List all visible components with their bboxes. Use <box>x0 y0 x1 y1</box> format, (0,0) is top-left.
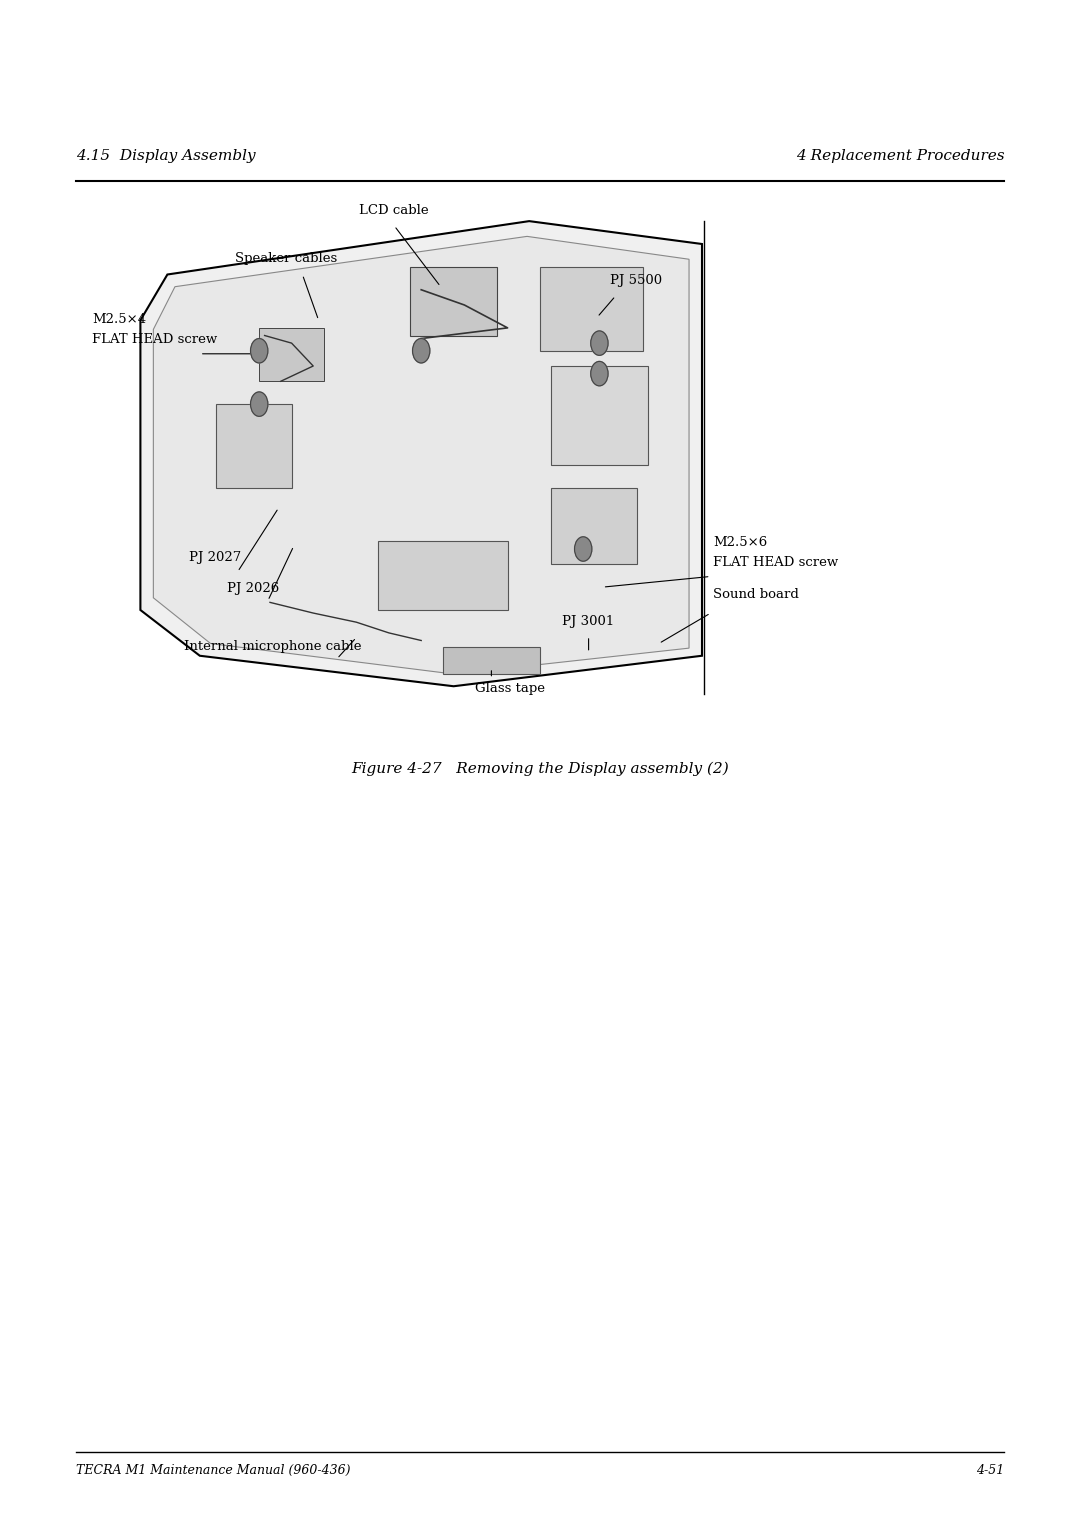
Text: FLAT HEAD screw: FLAT HEAD screw <box>92 332 217 346</box>
Text: TECRA M1 Maintenance Manual (960-436): TECRA M1 Maintenance Manual (960-436) <box>76 1464 350 1478</box>
Text: Speaker cables: Speaker cables <box>235 252 338 265</box>
FancyBboxPatch shape <box>216 404 292 488</box>
Circle shape <box>575 537 592 561</box>
Text: 4 Replacement Procedures: 4 Replacement Procedures <box>796 149 1004 163</box>
Text: LCD cable: LCD cable <box>360 203 429 217</box>
Circle shape <box>591 331 608 355</box>
FancyBboxPatch shape <box>551 366 648 465</box>
Polygon shape <box>153 236 689 674</box>
Text: PJ 5500: PJ 5500 <box>610 273 662 287</box>
Text: PJ 2027: PJ 2027 <box>189 551 241 564</box>
Text: Sound board: Sound board <box>713 587 799 601</box>
FancyBboxPatch shape <box>443 647 540 674</box>
Text: M2.5×4: M2.5×4 <box>92 313 146 326</box>
FancyBboxPatch shape <box>540 267 643 351</box>
Text: Figure 4-27   Removing the Display assembly (2): Figure 4-27 Removing the Display assembl… <box>351 761 729 776</box>
Text: PJ 2026: PJ 2026 <box>227 581 279 595</box>
FancyBboxPatch shape <box>378 541 508 610</box>
Text: 4.15  Display Assembly: 4.15 Display Assembly <box>76 149 255 163</box>
Circle shape <box>251 339 268 363</box>
Polygon shape <box>140 221 702 686</box>
FancyBboxPatch shape <box>410 267 497 336</box>
Text: FLAT HEAD screw: FLAT HEAD screw <box>713 555 838 569</box>
FancyBboxPatch shape <box>259 328 324 381</box>
Text: Glass tape: Glass tape <box>475 682 545 695</box>
Circle shape <box>591 361 608 386</box>
Text: PJ 3001: PJ 3001 <box>562 615 613 628</box>
Circle shape <box>413 339 430 363</box>
Circle shape <box>251 392 268 416</box>
FancyBboxPatch shape <box>551 488 637 564</box>
Text: M2.5×6: M2.5×6 <box>713 535 767 549</box>
Text: 4-51: 4-51 <box>976 1464 1004 1478</box>
Text: Internal microphone cable: Internal microphone cable <box>184 639 361 653</box>
